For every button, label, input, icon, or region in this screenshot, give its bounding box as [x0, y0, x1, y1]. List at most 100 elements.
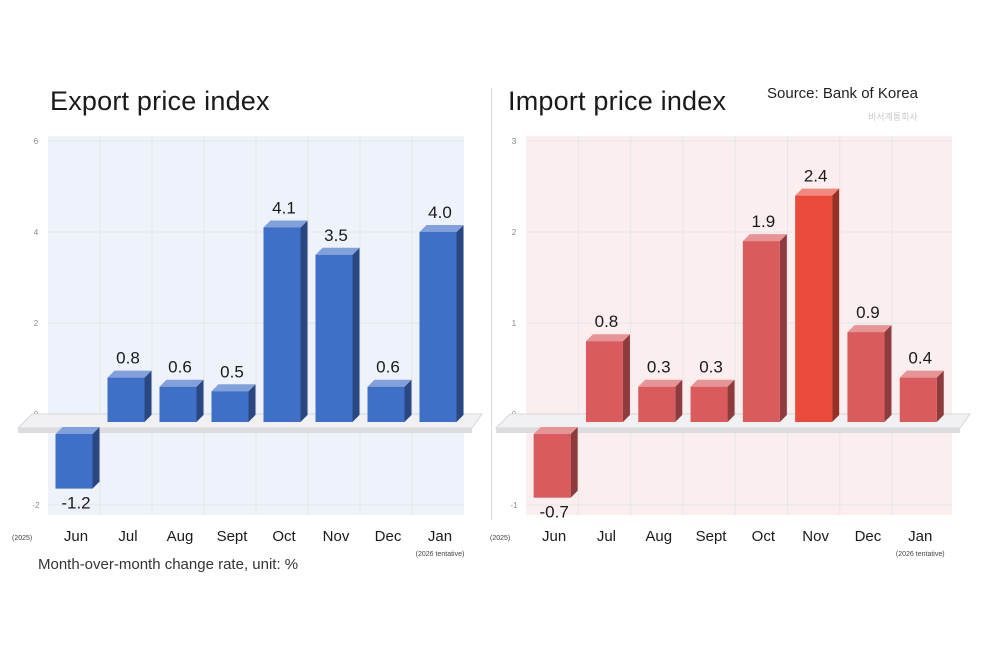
value-label: -1.2 — [61, 494, 90, 513]
value-label: 4.0 — [428, 203, 452, 222]
bar-side — [622, 334, 630, 422]
bar-front — [847, 332, 885, 422]
watermark-text: 비서계통회사 — [868, 112, 918, 122]
bar-side — [248, 384, 256, 422]
y-tick-label: 3 — [512, 137, 517, 146]
value-label: 0.3 — [647, 358, 671, 377]
bar-side — [570, 427, 578, 498]
bar-top — [742, 234, 787, 242]
bar-side — [352, 247, 360, 422]
source-label: Source: Bank of Korea — [767, 85, 918, 102]
category-label: Oct — [272, 528, 296, 545]
bar-jul — [107, 370, 152, 422]
bar-jul — [585, 334, 630, 422]
category-label: Nov — [323, 528, 350, 545]
bar-top — [367, 379, 412, 387]
bar-side — [832, 188, 840, 422]
bar-top — [585, 334, 630, 342]
bar-nov — [795, 188, 840, 422]
bar-oct — [263, 220, 308, 422]
value-label: -0.7 — [540, 503, 569, 522]
first-category-note: (2025) — [12, 535, 32, 542]
bar-side — [884, 325, 892, 422]
export-price-chart: 6420-2-1.2Jun0.8Jul0.6Aug0.5Sept4.1Oct3.… — [12, 136, 483, 558]
bar-front — [533, 434, 571, 498]
value-label: 0.6 — [376, 358, 400, 377]
export-chart-title: Export price index — [50, 86, 270, 116]
y-tick-label: 6 — [34, 137, 39, 146]
y-tick-label: -1 — [510, 501, 518, 510]
category-label: Dec — [375, 528, 402, 545]
bar-jun — [55, 427, 100, 489]
value-label: 1.9 — [752, 212, 776, 231]
bar-front — [742, 241, 780, 422]
bar-jan — [419, 225, 464, 422]
panel-divider — [491, 88, 492, 520]
value-label: 0.5 — [220, 362, 244, 381]
bar-aug — [638, 379, 683, 422]
bar-top — [899, 370, 944, 378]
bar-dec — [367, 379, 412, 422]
bar-front — [585, 341, 623, 422]
category-label: Oct — [752, 528, 776, 545]
bar-front — [638, 386, 676, 422]
bar-top — [55, 427, 100, 434]
category-label: Aug — [645, 528, 672, 545]
bar-top — [159, 379, 204, 387]
category-label: Sept — [696, 528, 728, 545]
value-label: 0.4 — [908, 349, 932, 368]
value-label: 0.8 — [595, 312, 619, 331]
bar-sept — [690, 379, 735, 422]
bar-front — [367, 386, 405, 422]
bar-front — [55, 434, 93, 489]
bar-side — [404, 379, 412, 422]
bar-front — [263, 227, 301, 422]
y-tick-label: 4 — [34, 228, 39, 237]
category-label: Sept — [217, 528, 249, 545]
bar-side — [675, 379, 683, 422]
category-label: Nov — [802, 528, 829, 545]
unit-note: Month-over-month change rate, unit: % — [38, 556, 299, 573]
bar-front — [211, 391, 249, 422]
bar-dec — [847, 325, 892, 422]
y-tick-label: -2 — [32, 501, 40, 510]
bar-top — [107, 370, 152, 378]
last-category-note: (2026 tentative) — [416, 551, 465, 558]
bar-front — [690, 386, 728, 422]
category-label: Jun — [64, 528, 88, 545]
value-label: 0.3 — [699, 358, 723, 377]
first-category-note: (2025) — [490, 535, 510, 542]
y-tick-label: 2 — [34, 319, 39, 328]
value-label: 3.5 — [324, 226, 348, 245]
category-label: Jul — [597, 528, 616, 545]
category-label: Jun — [542, 528, 566, 545]
bar-sept — [211, 384, 256, 422]
value-label: 2.4 — [804, 167, 828, 186]
zero-baseline-edge — [496, 428, 960, 433]
bar-jun — [533, 427, 578, 498]
bar-oct — [742, 234, 787, 422]
last-category-note: (2026 tentative) — [896, 551, 945, 558]
bar-side — [144, 370, 152, 422]
bar-side — [92, 427, 100, 489]
bar-side — [196, 379, 204, 422]
value-label: 0.6 — [168, 358, 192, 377]
bar-side — [779, 234, 787, 422]
category-label: Jul — [118, 528, 137, 545]
bar-top — [211, 384, 256, 392]
bar-top — [419, 225, 464, 232]
bar-aug — [159, 379, 204, 422]
bar-jan — [899, 370, 944, 422]
value-label: 0.9 — [856, 303, 880, 322]
bar-top — [847, 325, 892, 333]
bar-top — [263, 220, 308, 228]
y-tick-label: 1 — [512, 319, 517, 328]
bar-front — [795, 195, 833, 422]
import-chart-title: Import price index — [508, 86, 727, 116]
bar-front — [899, 377, 937, 422]
category-label: Dec — [855, 528, 882, 545]
value-label: 4.1 — [272, 198, 296, 217]
bar-top — [315, 247, 360, 255]
bar-side — [727, 379, 735, 422]
